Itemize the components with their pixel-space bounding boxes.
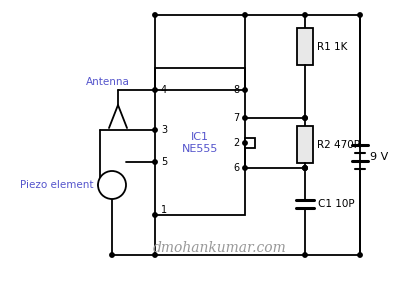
Bar xyxy=(155,68,245,215)
Text: 5: 5 xyxy=(161,157,167,167)
Circle shape xyxy=(303,116,307,120)
Text: 2: 2 xyxy=(233,138,239,148)
Circle shape xyxy=(243,166,247,170)
Circle shape xyxy=(153,213,157,217)
Circle shape xyxy=(243,13,247,17)
Circle shape xyxy=(110,253,114,257)
Text: Piezo element: Piezo element xyxy=(20,180,93,190)
Text: 1: 1 xyxy=(161,205,167,215)
Text: Antenna: Antenna xyxy=(86,77,130,87)
Text: C1 10P: C1 10P xyxy=(318,199,355,209)
Circle shape xyxy=(153,13,157,17)
Circle shape xyxy=(153,253,157,257)
Circle shape xyxy=(303,116,307,120)
Text: R2 470R: R2 470R xyxy=(317,140,361,149)
Text: 7: 7 xyxy=(233,113,239,123)
Circle shape xyxy=(358,13,362,17)
Circle shape xyxy=(303,253,307,257)
Circle shape xyxy=(243,141,247,145)
Text: IC1: IC1 xyxy=(191,132,209,142)
Text: 9 V: 9 V xyxy=(370,152,388,162)
Circle shape xyxy=(243,116,247,120)
Circle shape xyxy=(303,166,307,170)
Circle shape xyxy=(303,166,307,170)
Circle shape xyxy=(358,253,362,257)
Text: 3: 3 xyxy=(161,125,167,135)
Circle shape xyxy=(243,88,247,92)
Text: R1 1K: R1 1K xyxy=(317,42,347,52)
Circle shape xyxy=(98,171,126,199)
Circle shape xyxy=(153,128,157,132)
Circle shape xyxy=(303,166,307,170)
Text: 4: 4 xyxy=(161,85,167,95)
Bar xyxy=(245,138,255,148)
Text: dmohankumar.com: dmohankumar.com xyxy=(153,241,287,255)
Text: 6: 6 xyxy=(233,163,239,173)
Circle shape xyxy=(303,13,307,17)
Bar xyxy=(297,126,313,163)
Text: NE555: NE555 xyxy=(182,145,218,155)
Bar xyxy=(297,28,313,65)
Text: 8: 8 xyxy=(233,85,239,95)
Circle shape xyxy=(153,160,157,164)
Circle shape xyxy=(153,88,157,92)
